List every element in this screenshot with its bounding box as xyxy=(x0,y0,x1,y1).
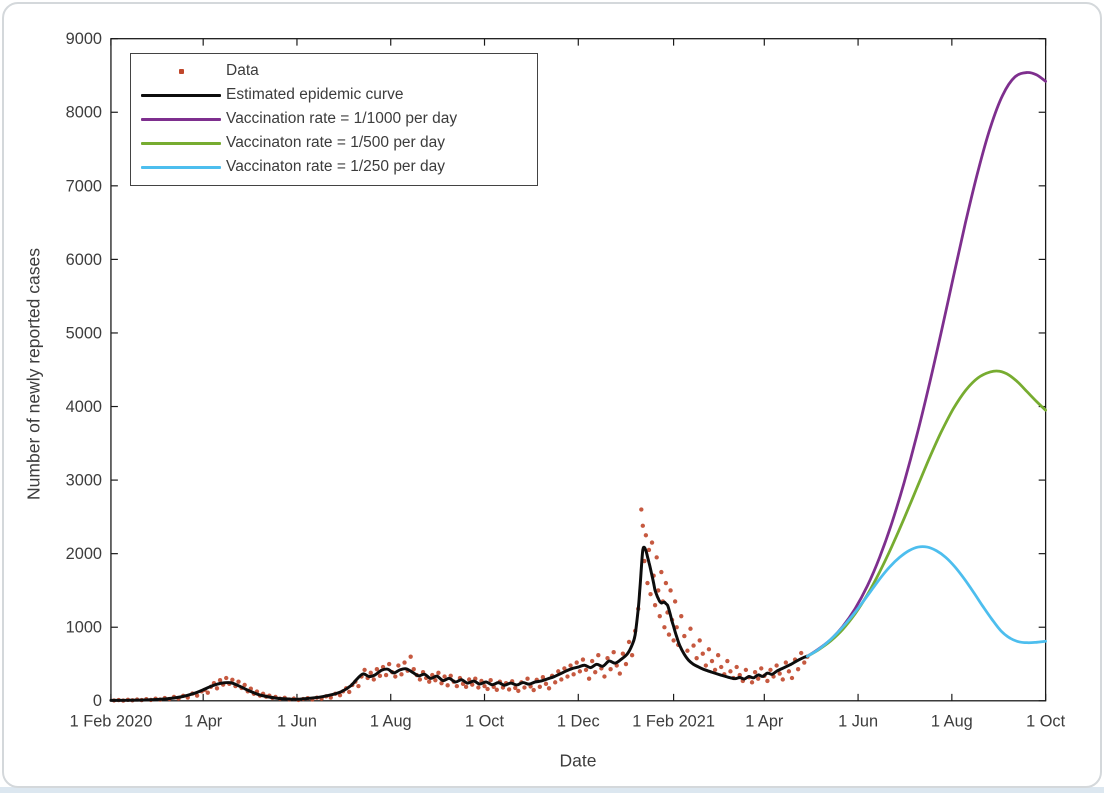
svg-text:5000: 5000 xyxy=(66,324,102,342)
svg-text:4000: 4000 xyxy=(66,398,102,416)
svg-text:2000: 2000 xyxy=(66,545,102,563)
svg-text:1 Aug: 1 Aug xyxy=(370,713,412,731)
svg-text:9000: 9000 xyxy=(66,30,102,48)
svg-text:1 Feb 2021: 1 Feb 2021 xyxy=(632,713,715,731)
legend-marker-black-line-icon xyxy=(141,88,221,102)
legend-label: Data xyxy=(226,62,259,79)
svg-text:7000: 7000 xyxy=(66,177,102,195)
svg-text:1 Oct: 1 Oct xyxy=(1026,713,1066,731)
legend-item-estimated-curve: Estimated epidemic curve xyxy=(131,83,537,107)
x-axis-label: Date xyxy=(559,750,597,771)
svg-text:1 Aug: 1 Aug xyxy=(931,713,973,731)
legend-label: Estimated epidemic curve xyxy=(226,86,404,103)
svg-text:6000: 6000 xyxy=(66,251,102,269)
svg-text:1 Feb 2020: 1 Feb 2020 xyxy=(70,713,153,731)
legend-item-vaccination-1-250: Vaccinaton rate = 1/250 per day xyxy=(131,155,537,179)
legend-item-vaccination-1-500: Vaccinaton rate = 1/500 per day xyxy=(131,131,537,155)
svg-text:3000: 3000 xyxy=(66,472,102,490)
svg-text:1 Dec: 1 Dec xyxy=(557,713,600,731)
svg-text:1 Jun: 1 Jun xyxy=(277,713,317,731)
legend-label: Vaccinaton rate = 1/500 per day xyxy=(226,134,446,151)
legend-marker-data-dot-icon xyxy=(141,64,221,78)
legend-item-vaccination-1-1000: Vaccination rate = 1/1000 per day xyxy=(131,107,537,131)
svg-text:1000: 1000 xyxy=(66,619,102,637)
chart-plot-area: 1 Feb 2020 1 Apr 1 Jun 1 Aug 1 Oct 1 Dec 1 Feb… xyxy=(66,30,1066,731)
svg-text:1 Apr: 1 Apr xyxy=(184,713,223,731)
svg-text:8000: 8000 xyxy=(66,104,102,122)
legend-marker-purple-line-icon xyxy=(141,112,221,126)
legend: Data Estimated epidemic curve Vaccinatio… xyxy=(130,53,538,186)
legend-item-data: Data xyxy=(131,59,537,83)
svg-text:1 Jun: 1 Jun xyxy=(838,713,878,731)
y-axis-label: Number of newly reported cases xyxy=(23,248,44,500)
legend-label: Vaccination rate = 1/1000 per day xyxy=(226,110,458,127)
legend-marker-green-line-icon xyxy=(141,136,221,150)
legend-marker-cyan-line-icon xyxy=(141,160,221,174)
svg-text:1 Oct: 1 Oct xyxy=(465,713,505,731)
legend-label: Vaccinaton rate = 1/250 per day xyxy=(226,158,446,175)
svg-text:1 Apr: 1 Apr xyxy=(745,713,784,731)
svg-text:0: 0 xyxy=(93,692,102,710)
